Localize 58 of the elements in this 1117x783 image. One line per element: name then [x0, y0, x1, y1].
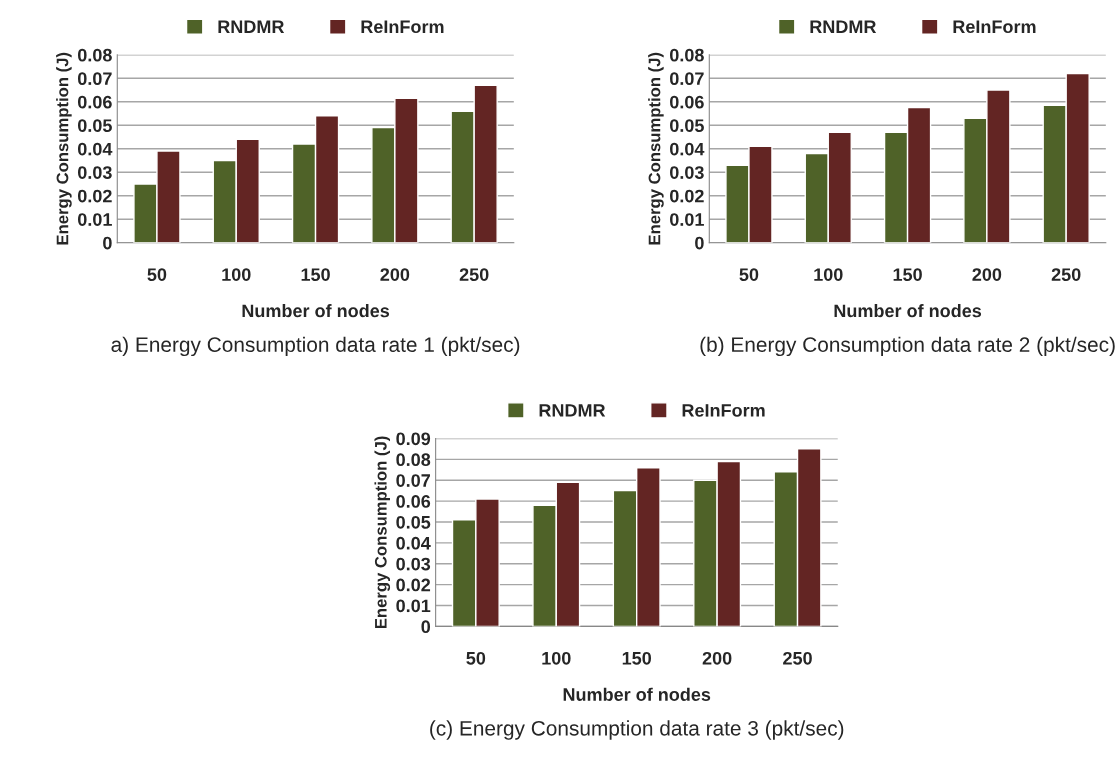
x-tick-label: 50	[466, 651, 486, 665]
x-tick-label: 150	[301, 268, 330, 281]
x-tick-label: 150	[622, 651, 652, 665]
x-tick-label: 100	[222, 268, 251, 281]
y-tick-label: 0.08	[396, 453, 431, 467]
y-tick-label: 0.01	[396, 599, 431, 613]
x-tick-label: 50	[147, 268, 167, 281]
y-tick-label: 0.03	[396, 557, 431, 571]
y-axis-title: Energy Consumption (J)	[56, 52, 72, 245]
x-tick-label: 250	[1051, 268, 1081, 281]
y-tick-label: 0.04	[670, 142, 705, 156]
y-tick-label: 0.06	[670, 95, 704, 109]
x-tick-label: 100	[542, 651, 571, 665]
text: a) Energy Consumption data rate 1 (pkt/sec)	[111, 336, 520, 357]
y-tick-label: 0.01	[78, 213, 112, 226]
x-axis-title: Number of nodes	[563, 687, 711, 701]
y-tick-label: 0.06	[396, 495, 431, 508]
x-tick-label: 200	[702, 651, 732, 665]
y-tick-label: 0	[103, 236, 112, 250]
legend-label: RNDMR	[539, 404, 606, 417]
y-tick-label: 0.08	[78, 48, 112, 62]
x-axis-title: Number of nodes	[834, 304, 982, 318]
x-tick-label: 200	[380, 268, 410, 281]
y-tick-label: 0.03	[78, 166, 112, 180]
x-tick-label: 250	[459, 268, 489, 281]
legend-label: RNDMR	[218, 20, 285, 33]
y-tick-label: 0.06	[78, 95, 112, 109]
y-tick-label: 0.05	[670, 119, 704, 132]
legend-label: ReInForm	[682, 404, 765, 417]
y-tick-label: 0.02	[670, 189, 704, 203]
y-tick-label: 0.07	[396, 474, 430, 487]
y-tick-label: 0	[695, 236, 704, 250]
x-axis-title: Number of nodes	[242, 304, 390, 318]
y-tick-label: 0.02	[78, 189, 112, 203]
y-axis-title: Energy Consumption (J)	[648, 52, 664, 245]
y-tick-label: 0.04	[396, 536, 431, 550]
y-tick-label: 0.04	[78, 142, 113, 156]
y-axis-title: Energy Consumption (J)	[374, 436, 391, 629]
legend-label: ReInForm	[361, 20, 444, 34]
y-tick-label: 0.07	[78, 72, 112, 86]
legend-label: ReInForm	[953, 20, 1036, 34]
x-tick-label: 200	[972, 268, 1002, 281]
y-tick-label: 0.05	[396, 515, 431, 529]
x-tick-label: 250	[783, 651, 812, 665]
y-tick-label: 0.07	[670, 72, 704, 86]
y-tick-label: 0.05	[78, 119, 112, 132]
y-tick-label: 0.09	[396, 432, 431, 446]
x-tick-label: 150	[893, 268, 922, 281]
y-tick-label: 0.08	[670, 48, 704, 62]
text: (c) Energy Consumption data rate 3 (pkt/sec)	[430, 720, 844, 740]
x-tick-label: 100	[814, 268, 843, 281]
y-tick-label: 0	[421, 620, 431, 634]
y-tick-label: 0.03	[670, 166, 704, 180]
legend-label: RNDMR	[810, 20, 877, 33]
y-tick-label: 0.02	[396, 578, 431, 592]
y-tick-label: 0.01	[670, 213, 704, 226]
x-tick-label: 50	[739, 268, 759, 281]
text: (b) Energy Consumption data rate 2 (pkt/sec)	[700, 336, 1115, 357]
